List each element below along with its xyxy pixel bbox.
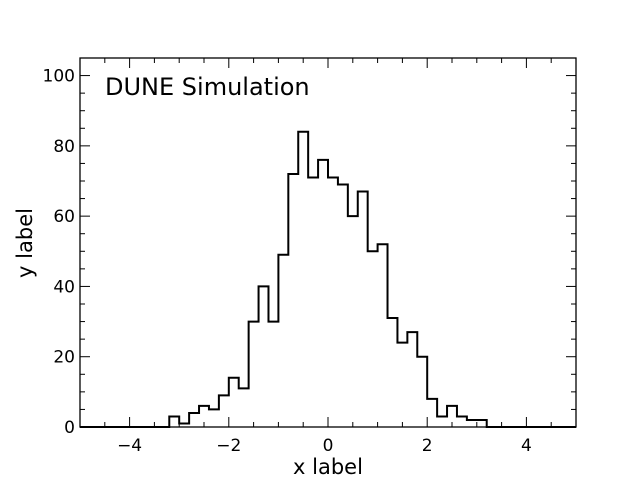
y-axis-label: y label [13,208,37,278]
y-tick-label: 0 [64,418,75,438]
y-tick-label: 60 [53,207,75,227]
y-tick-labels: 0 20 40 60 80 100 [43,67,75,438]
x-tick-label: −4 [117,436,142,456]
y-tick-label: 20 [53,348,75,368]
x-tick-labels: −4 −2 0 2 4 [117,436,532,456]
x-tick-label: 2 [422,436,433,456]
x-tick-label: 4 [521,436,532,456]
annotation-text: DUNE Simulation [105,73,310,101]
x-tick-label: −2 [216,436,241,456]
y-tick-label: 40 [53,277,75,297]
x-tick-label: 0 [323,436,334,456]
x-axis-label: x label [293,455,363,479]
y-tick-label: 80 [53,137,75,157]
minor-ticks [79,57,577,427]
histogram-step-line [80,130,576,428]
plot-frame [79,57,577,428]
y-tick-label: 100 [43,67,75,87]
major-ticks [80,58,576,428]
